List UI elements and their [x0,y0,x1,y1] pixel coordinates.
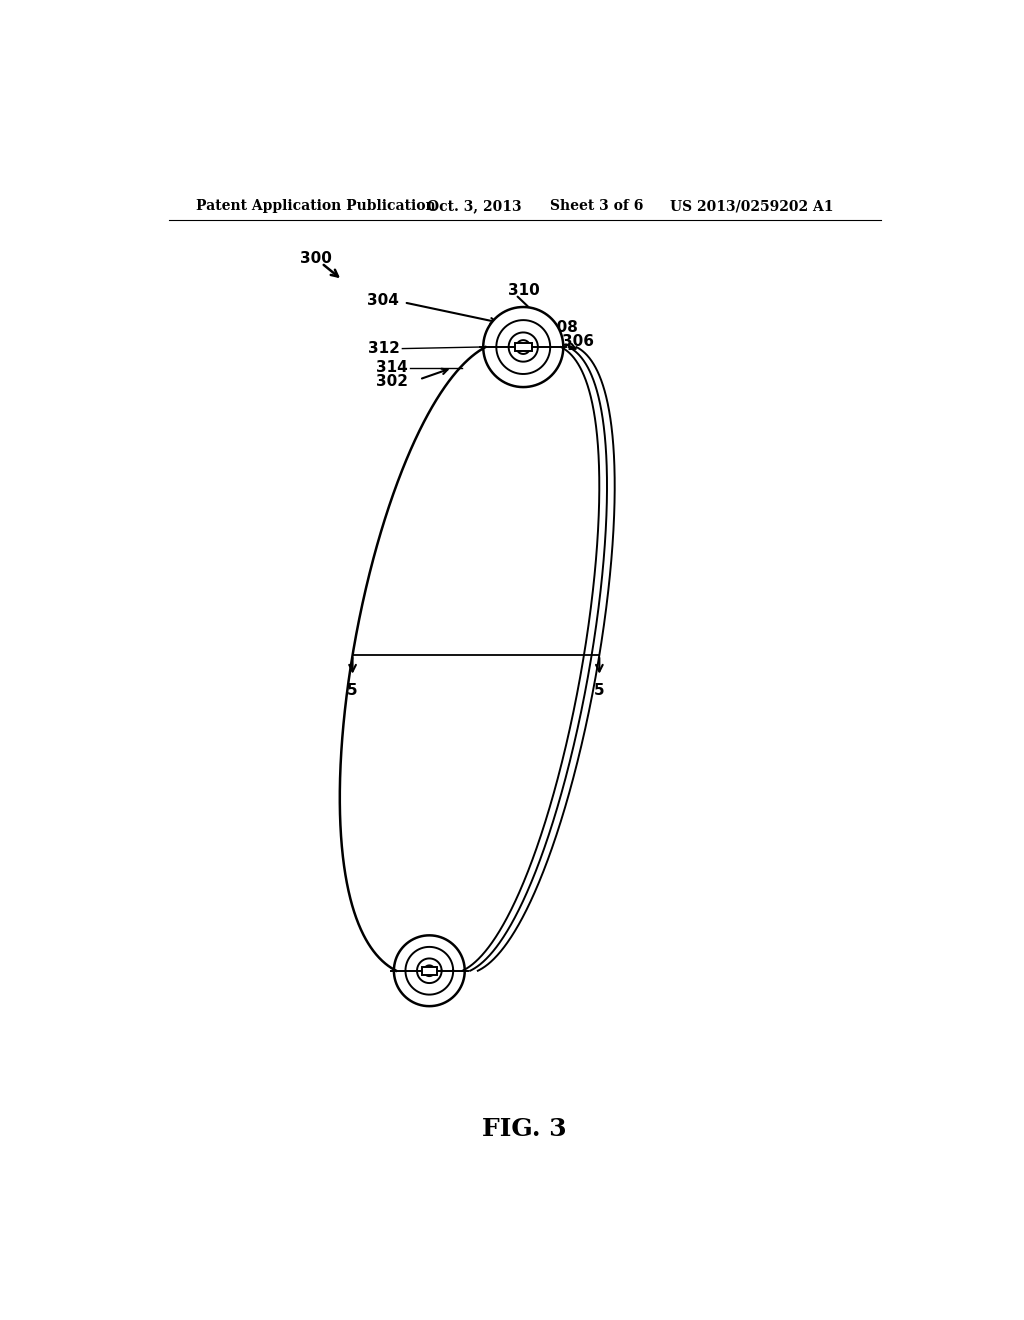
Polygon shape [394,936,465,1006]
Text: FIG. 3: FIG. 3 [482,1117,567,1140]
FancyBboxPatch shape [422,966,436,974]
Text: 300: 300 [300,251,332,267]
Text: 5: 5 [594,682,605,698]
Text: 308: 308 [547,321,579,335]
Text: 304: 304 [367,293,398,309]
Text: 306: 306 [562,334,594,350]
Text: Patent Application Publication: Patent Application Publication [196,199,435,213]
Text: Sheet 3 of 6: Sheet 3 of 6 [550,199,644,213]
Text: 312: 312 [369,341,400,356]
Text: Oct. 3, 2013: Oct. 3, 2013 [427,199,521,213]
Text: 310: 310 [508,284,540,298]
FancyBboxPatch shape [515,343,531,351]
Polygon shape [483,308,563,387]
Text: US 2013/0259202 A1: US 2013/0259202 A1 [670,199,834,213]
Text: 314: 314 [376,360,408,375]
Text: 5: 5 [347,682,357,698]
Text: 302: 302 [376,374,408,389]
Polygon shape [516,341,530,354]
Polygon shape [424,965,435,975]
